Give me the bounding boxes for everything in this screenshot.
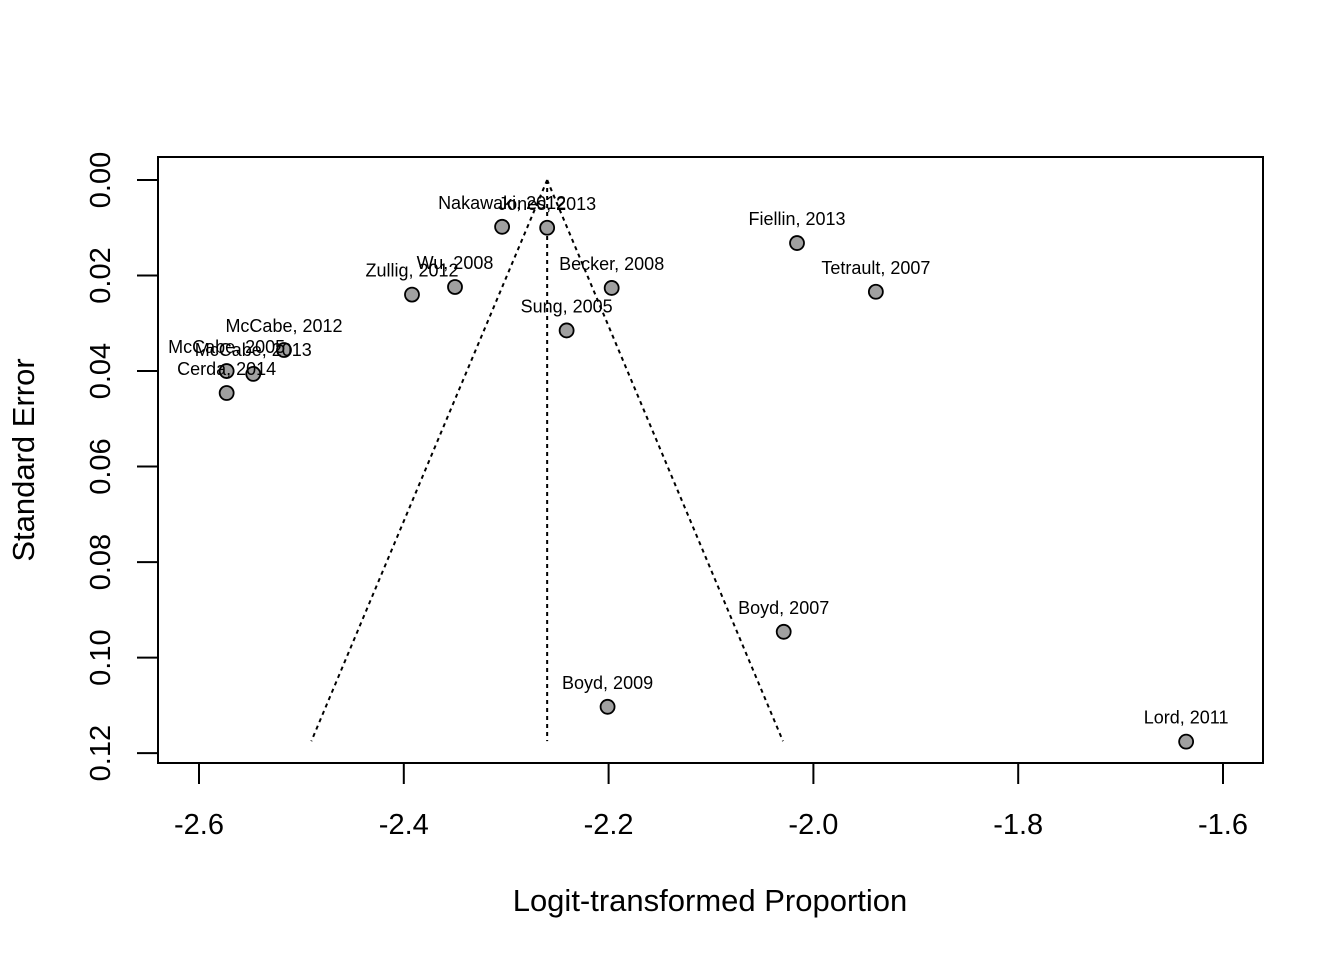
data-point [539,219,556,236]
x-axis-title: Logit-transformed Proportion [513,883,908,918]
data-point-label: McCabe, 2005 [168,337,285,357]
data-point-label: Fiellin, 2013 [748,209,845,229]
y-tick-label: 0.06 [85,438,117,494]
data-point [867,283,884,300]
data-point [218,363,235,379]
data-point-label: Boyd, 2007 [738,598,829,618]
plot-frame [157,156,1264,764]
data-point [1178,733,1195,750]
data-point-label: Becker, 2008 [559,254,664,274]
data-point-label: Cerda, 2014 [177,359,276,379]
data-point [558,322,575,339]
y-tick-label: 0.02 [85,247,117,303]
data-point [494,218,511,235]
data-point-label: Tetrault, 2007 [821,258,930,278]
data-point-label: Nakawaki, 2012 [438,193,566,213]
funnel-right-line [546,179,784,742]
x-tick-label: -1.8 [993,809,1043,841]
x-axis: -2.6 -2.4 -2.2 -2.0 -1.8 -1.6 [174,762,1248,841]
data-point-label: McCabe, 2012 [225,316,342,336]
x-tick-label: -2.4 [379,809,429,841]
y-tick-label: 0.04 [85,343,117,399]
data-point [276,342,292,358]
y-axis: 0.00 0.02 0.04 0.06 0.08 0.10 0.12 [85,152,159,781]
data-point [218,385,235,401]
data-point-label: Zullig, 2012 [365,261,458,281]
y-tick-label: 0.08 [85,534,117,590]
data-point [245,366,262,382]
data-point-label: Wu, 2008 [417,253,494,273]
funnel-lines [310,179,784,742]
data-point [404,286,420,303]
data-point [789,235,805,251]
y-tick-label: 0.00 [85,152,117,208]
x-tick-label: -2.2 [584,809,634,841]
data-point-label: Boyd, 2009 [562,673,653,693]
x-tick-label: -1.6 [1198,809,1248,841]
y-tick-label: 0.10 [85,629,117,685]
data-point-label: Lord, 2011 [1144,708,1229,728]
data-point [599,698,616,715]
data-point [603,280,620,296]
x-tick-label: -2.6 [174,809,224,841]
funnel-left-line [310,179,549,742]
data-point-label: Jones, 2013 [498,194,596,214]
data-point-label: McCabe, 2013 [195,340,312,360]
data-point [775,623,792,640]
x-tick-label: -2.0 [788,809,838,841]
y-axis-title: Standard Error [6,358,41,561]
y-tick-label: 0.12 [85,725,117,781]
data-point-label: Sung, 2005 [521,296,613,316]
data-point [447,279,463,295]
